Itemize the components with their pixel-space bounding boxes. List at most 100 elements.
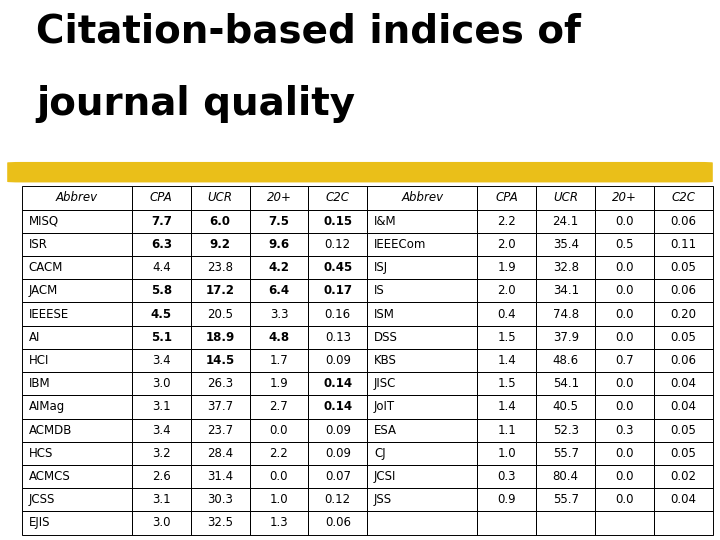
Text: ISR: ISR (29, 238, 48, 251)
Bar (308, 233, 367, 256)
Bar (191, 418, 250, 442)
Bar (477, 186, 536, 210)
Bar (367, 326, 477, 349)
Text: 2.6: 2.6 (152, 470, 171, 483)
Bar (595, 279, 654, 302)
Bar (536, 372, 595, 395)
Text: JISC: JISC (374, 377, 397, 390)
Bar (536, 326, 595, 349)
Bar (308, 186, 367, 210)
Bar (250, 326, 308, 349)
Text: 1.0: 1.0 (498, 447, 516, 460)
Text: ISM: ISM (374, 307, 395, 321)
Text: 5.8: 5.8 (150, 284, 172, 298)
Text: 32.5: 32.5 (207, 516, 233, 530)
Bar (191, 186, 250, 210)
Bar (536, 488, 595, 511)
Bar (132, 302, 191, 326)
Text: 23.7: 23.7 (207, 423, 233, 437)
Bar (536, 279, 595, 302)
Bar (308, 442, 367, 465)
Bar (191, 442, 250, 465)
Text: 0.20: 0.20 (670, 307, 696, 321)
Text: IEEECom: IEEECom (374, 238, 426, 251)
Text: 3.2: 3.2 (152, 447, 171, 460)
Bar (477, 372, 536, 395)
Bar (536, 186, 595, 210)
Text: 26.3: 26.3 (207, 377, 233, 390)
Text: 0.5: 0.5 (616, 238, 634, 251)
Text: 48.6: 48.6 (553, 354, 579, 367)
Text: 7.5: 7.5 (269, 214, 289, 228)
Bar (367, 418, 477, 442)
Text: 0.0: 0.0 (616, 493, 634, 507)
Text: 3.0: 3.0 (152, 516, 171, 530)
Text: 18.9: 18.9 (205, 330, 235, 344)
Text: 1.5: 1.5 (498, 377, 516, 390)
Bar (536, 418, 595, 442)
Text: UCR: UCR (207, 191, 233, 205)
Text: 2.2: 2.2 (498, 214, 516, 228)
Bar (477, 349, 536, 372)
Bar (132, 349, 191, 372)
Bar (22, 210, 132, 233)
Text: I&M: I&M (374, 214, 397, 228)
Bar (477, 233, 536, 256)
Text: MISQ: MISQ (29, 214, 58, 228)
Text: 0.0: 0.0 (616, 261, 634, 274)
Text: 0.0: 0.0 (270, 423, 288, 437)
Text: JSS: JSS (374, 493, 392, 507)
Text: HCI: HCI (29, 354, 49, 367)
Text: 37.9: 37.9 (553, 330, 579, 344)
Text: 2.0: 2.0 (498, 284, 516, 298)
Bar (22, 418, 132, 442)
Text: 17.2: 17.2 (206, 284, 235, 298)
Text: 0.14: 0.14 (323, 400, 352, 414)
Text: 23.8: 23.8 (207, 261, 233, 274)
Text: 1.1: 1.1 (498, 423, 516, 437)
Text: EJIS: EJIS (29, 516, 50, 530)
Bar (367, 465, 477, 488)
Text: 0.14: 0.14 (323, 377, 352, 390)
Bar (654, 372, 713, 395)
Text: 3.1: 3.1 (152, 400, 171, 414)
Text: 54.1: 54.1 (553, 377, 579, 390)
Bar (191, 302, 250, 326)
Bar (654, 465, 713, 488)
Text: journal quality: journal quality (36, 85, 355, 123)
Text: 80.4: 80.4 (553, 470, 579, 483)
Bar (654, 326, 713, 349)
Bar (654, 418, 713, 442)
Text: 0.15: 0.15 (323, 214, 352, 228)
Text: 0.05: 0.05 (670, 423, 696, 437)
Text: 0.05: 0.05 (670, 447, 696, 460)
Text: 1.9: 1.9 (269, 377, 288, 390)
Text: 20+: 20+ (266, 191, 292, 205)
Bar (22, 372, 132, 395)
Bar (191, 279, 250, 302)
Text: 1.5: 1.5 (498, 330, 516, 344)
Text: 6.3: 6.3 (150, 238, 172, 251)
Bar (367, 488, 477, 511)
Text: C2C: C2C (671, 191, 696, 205)
Bar (250, 465, 308, 488)
Text: 0.04: 0.04 (670, 400, 696, 414)
Text: 30.3: 30.3 (207, 493, 233, 507)
Text: 6.0: 6.0 (210, 214, 230, 228)
Text: 0.06: 0.06 (670, 214, 696, 228)
Bar (308, 418, 367, 442)
FancyBboxPatch shape (7, 162, 713, 183)
Text: 0.09: 0.09 (325, 447, 351, 460)
Text: JoIT: JoIT (374, 400, 395, 414)
Bar (132, 465, 191, 488)
Bar (308, 326, 367, 349)
Text: 0.04: 0.04 (670, 493, 696, 507)
Bar (191, 210, 250, 233)
Text: 3.3: 3.3 (270, 307, 288, 321)
Bar (595, 256, 654, 279)
Bar (367, 233, 477, 256)
Bar (250, 233, 308, 256)
Text: 0.0: 0.0 (616, 470, 634, 483)
Text: 0.3: 0.3 (498, 470, 516, 483)
Text: 4.5: 4.5 (150, 307, 172, 321)
